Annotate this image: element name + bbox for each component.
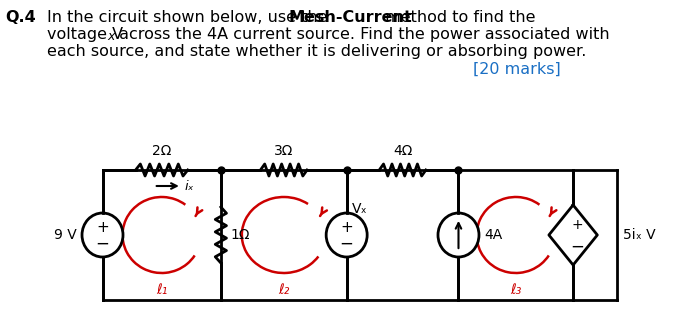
Text: Q.4: Q.4 (6, 10, 36, 25)
Text: −: − (340, 235, 354, 253)
Text: ℓ₂: ℓ₂ (278, 283, 289, 297)
Text: −: − (96, 235, 109, 253)
Text: +: + (96, 220, 109, 235)
Circle shape (326, 213, 368, 257)
Text: Mesh-Current: Mesh-Current (289, 10, 412, 25)
Text: 5iₓ V: 5iₓ V (622, 228, 655, 242)
Text: iₓ: iₓ (185, 179, 194, 193)
Text: ℓ₃: ℓ₃ (510, 283, 522, 297)
Text: 4Ω: 4Ω (393, 144, 412, 158)
Circle shape (438, 213, 479, 257)
Text: +: + (571, 218, 582, 232)
Text: In the circuit shown below, use the: In the circuit shown below, use the (47, 10, 332, 25)
Text: 9 V: 9 V (54, 228, 76, 242)
Circle shape (82, 213, 123, 257)
Text: method to find the: method to find the (380, 10, 536, 25)
Text: ℓ₁: ℓ₁ (156, 283, 167, 297)
Text: +: + (340, 220, 353, 235)
Text: −: − (570, 238, 584, 256)
Text: across the 4A current source. Find the power associated with: across the 4A current source. Find the p… (113, 27, 609, 42)
Text: each source, and state whether it is delivering or absorbing power.: each source, and state whether it is del… (47, 44, 586, 59)
Text: 2Ω: 2Ω (152, 144, 172, 158)
Text: 3Ω: 3Ω (274, 144, 293, 158)
Text: 1Ω: 1Ω (230, 228, 250, 242)
Text: x: x (107, 30, 115, 43)
Text: voltage V: voltage V (47, 27, 122, 42)
Text: Vₓ: Vₓ (352, 202, 368, 216)
Text: 4A: 4A (484, 228, 503, 242)
Polygon shape (549, 205, 597, 265)
Text: [20 marks]: [20 marks] (473, 62, 561, 77)
